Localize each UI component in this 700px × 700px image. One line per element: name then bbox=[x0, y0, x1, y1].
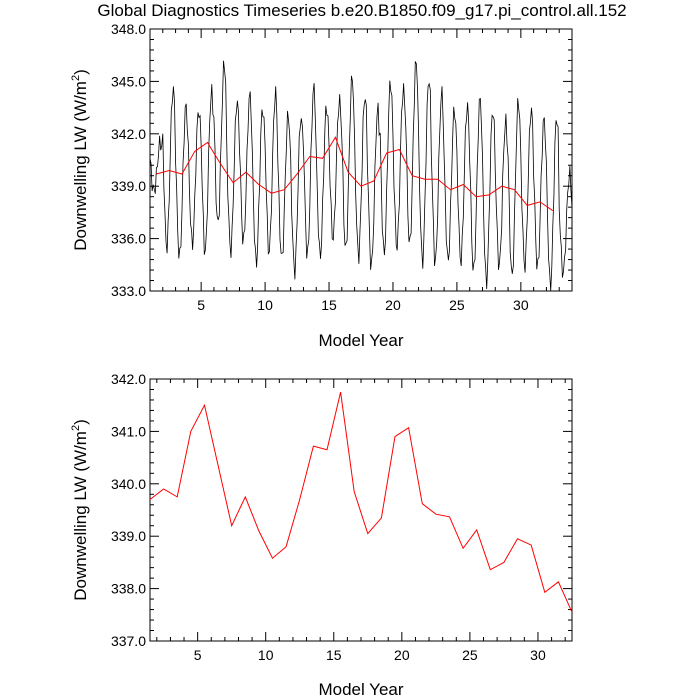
bottom-axis-ticks bbox=[150, 378, 572, 642]
top-y-axis-title-superscript: 2 bbox=[70, 75, 82, 81]
top-x-tick-label: 5 bbox=[197, 297, 205, 313]
bottom-x-tick-label: 30 bbox=[530, 647, 546, 663]
bottom-plot-lines bbox=[149, 391, 573, 613]
bottom-plot-frame bbox=[149, 378, 573, 642]
top-x-tick-label: 20 bbox=[385, 297, 401, 313]
top-y-tick-label: 342.0 bbox=[111, 126, 146, 142]
top-monthly-series-line bbox=[149, 60, 573, 292]
top-x-tick-labels: 5 10 15 20 25 30 bbox=[197, 297, 529, 313]
top-y-axis-title: Downwelling LW (W/m2) bbox=[70, 69, 90, 251]
top-y-tick-label: 336.0 bbox=[111, 231, 146, 247]
top-y-tick-label: 333.0 bbox=[111, 283, 146, 299]
top-y-tick-label: 348.0 bbox=[111, 21, 146, 37]
top-x-axis-title: Model Year bbox=[318, 331, 403, 350]
bottom-y-axis-title-superscript: 2 bbox=[70, 425, 82, 431]
bottom-x-tick-label: 5 bbox=[194, 647, 202, 663]
chart-title: Global Diagnostics Timeseries b.e20.B185… bbox=[97, 1, 626, 20]
bottom-y-tick-labels: 337.0 338.0 339.0 340.0 341.0 342.0 bbox=[111, 371, 146, 649]
bottom-y-tick-label: 338.0 bbox=[111, 581, 146, 597]
top-annual-series-line bbox=[156, 136, 554, 212]
bottom-y-axis-title-main: Downwelling LW (W/m bbox=[71, 431, 90, 601]
top-x-tick-label: 10 bbox=[257, 297, 273, 313]
bottom-y-tick-label: 337.0 bbox=[111, 633, 146, 649]
top-plot-frame bbox=[149, 28, 573, 292]
top-x-tick-label: 30 bbox=[513, 297, 529, 313]
top-plot-lines bbox=[149, 60, 573, 292]
top-y-tick-label: 339.0 bbox=[111, 178, 146, 194]
bottom-x-tick-label: 10 bbox=[258, 647, 274, 663]
bottom-x-axis-title: Model Year bbox=[318, 680, 403, 699]
bottom-x-tick-labels: 5 10 15 20 25 30 bbox=[194, 647, 546, 663]
top-y-tick-labels: 333.0 336.0 339.0 342.0 345.0 348.0 bbox=[111, 21, 146, 299]
bottom-x-tick-label: 20 bbox=[394, 647, 410, 663]
bottom-y-tick-label: 339.0 bbox=[111, 528, 146, 544]
top-x-tick-label: 25 bbox=[449, 297, 465, 313]
top-y-axis-title-main: Downwelling LW (W/m bbox=[71, 81, 90, 251]
bottom-y-axis-title: Downwelling LW (W/m2) bbox=[70, 419, 90, 601]
bottom-x-tick-label: 15 bbox=[326, 647, 342, 663]
top-y-tick-label: 345.0 bbox=[111, 73, 146, 89]
bottom-y-axis-title-close: ) bbox=[71, 419, 90, 425]
bottom-y-tick-label: 340.0 bbox=[111, 476, 146, 492]
top-y-axis-title-close: ) bbox=[71, 69, 90, 75]
bottom-y-tick-label: 341.0 bbox=[111, 423, 146, 439]
bottom-annual-series-line bbox=[149, 391, 573, 613]
bottom-x-tick-label: 25 bbox=[462, 647, 478, 663]
top-x-tick-label: 15 bbox=[321, 297, 337, 313]
bottom-y-tick-label: 342.0 bbox=[111, 371, 146, 387]
top-axis-ticks bbox=[149, 28, 573, 292]
